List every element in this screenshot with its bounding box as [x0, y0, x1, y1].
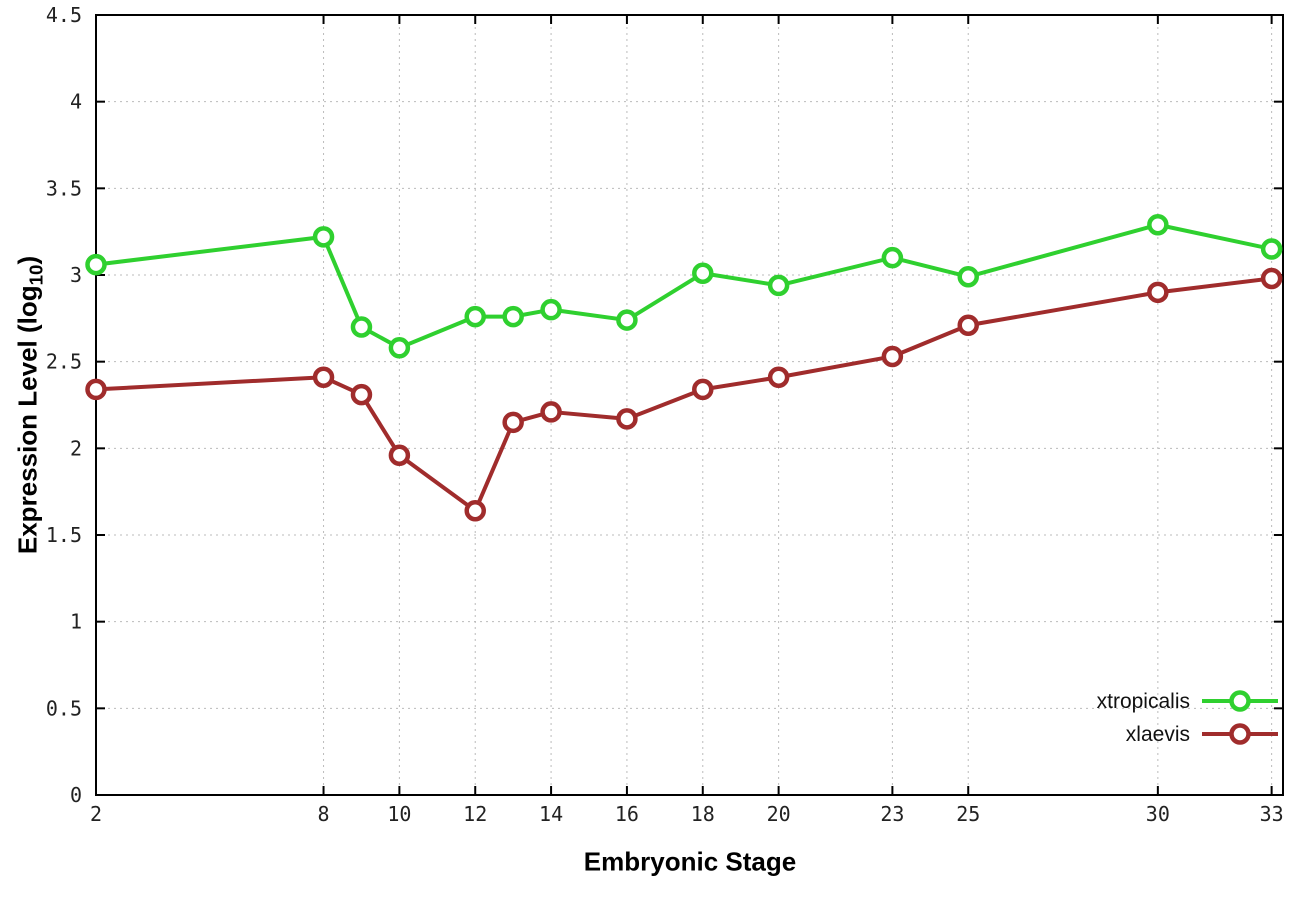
data-point-marker: [85, 253, 107, 276]
legend-marker-sample: [1229, 690, 1251, 712]
y-tick-label: 3.5: [46, 176, 82, 200]
grid: [96, 15, 1283, 795]
x-tick-label: 18: [691, 802, 715, 826]
data-point-marker: [1260, 238, 1283, 260]
data-point-marker: [464, 305, 486, 328]
x-tick-label: 16: [615, 802, 639, 826]
x-tick-label: 2: [90, 802, 102, 826]
x-tick-label: 33: [1260, 802, 1284, 826]
data-point-marker: [616, 408, 638, 430]
data-point-marker: [692, 378, 714, 401]
y-tick-label: 1.5: [46, 523, 82, 547]
data-point-marker: [312, 366, 335, 389]
legend-marker-sample: [1229, 723, 1251, 745]
data-point-marker: [350, 316, 373, 338]
y-tick-label: 1: [70, 610, 82, 634]
x-axis-label: Embryonic Stage: [583, 846, 797, 877]
series-xtropicalis: [85, 213, 1283, 359]
data-point-marker: [767, 274, 790, 297]
data-point-marker: [388, 337, 411, 359]
data-point-marker: [881, 345, 904, 368]
data-point-marker: [312, 226, 335, 248]
data-point-marker: [1147, 213, 1169, 236]
y-tick-label: 0.5: [46, 696, 82, 720]
y-axis-label-suffix: ): [12, 255, 43, 265]
data-point-marker: [502, 305, 524, 328]
x-tick-label: 30: [1146, 802, 1170, 826]
data-point-marker: [957, 265, 979, 288]
data-point-marker: [85, 378, 107, 401]
series-line: [94, 276, 1274, 513]
data-point-marker: [1260, 267, 1283, 290]
y-tick-label: 2.5: [46, 350, 82, 374]
data-point-marker: [1147, 281, 1169, 304]
x-tick-label: 12: [463, 802, 487, 826]
data-point-marker: [881, 246, 904, 269]
y-tick-label: 4.5: [46, 3, 82, 27]
data-point-marker: [350, 383, 373, 406]
x-tick-label: 14: [539, 802, 563, 826]
axis-ticks: 2 8 10 12 14 16 18 20 23 25 30 33 0 0.5 1 1.5 2 2.5 3 3.5 4 4…: [46, 3, 1284, 826]
x-tick-label: 20: [767, 802, 791, 826]
x-tick-label: 8: [318, 802, 330, 826]
data-point-marker: [767, 366, 790, 389]
series-line: [94, 222, 1274, 350]
y-tick-label: 2: [70, 436, 82, 460]
x-tick-label: 23: [880, 802, 904, 826]
series-xlaevis: [85, 267, 1283, 522]
x-tick-label: 10: [387, 802, 411, 826]
data-point-marker: [540, 401, 562, 423]
plot-border: [95, 14, 1284, 796]
legend-label-xlaevis: xlaevis: [1126, 723, 1190, 746]
data-point-marker: [502, 411, 524, 434]
x-tick-label: 25: [956, 802, 980, 826]
data-point-marker: [957, 314, 979, 337]
y-axis-label-subscript: 10: [25, 264, 47, 286]
data-point-marker: [692, 262, 714, 285]
legend-label-xtropicalis: xtropicalis: [1097, 690, 1190, 713]
data-point-marker: [388, 444, 411, 467]
y-axis-label: Expression Level (log10): [12, 256, 47, 554]
y-axis-label-text: Expression Level (log: [12, 285, 43, 555]
legend: xtropicalis xlaevis: [1097, 690, 1278, 746]
data-point-marker: [540, 298, 562, 321]
y-tick-label: 0: [70, 783, 82, 807]
data-point-marker: [464, 499, 486, 522]
y-tick-label: 3: [70, 263, 82, 287]
data-point-marker: [616, 309, 638, 331]
y-tick-label: 4: [70, 90, 82, 114]
